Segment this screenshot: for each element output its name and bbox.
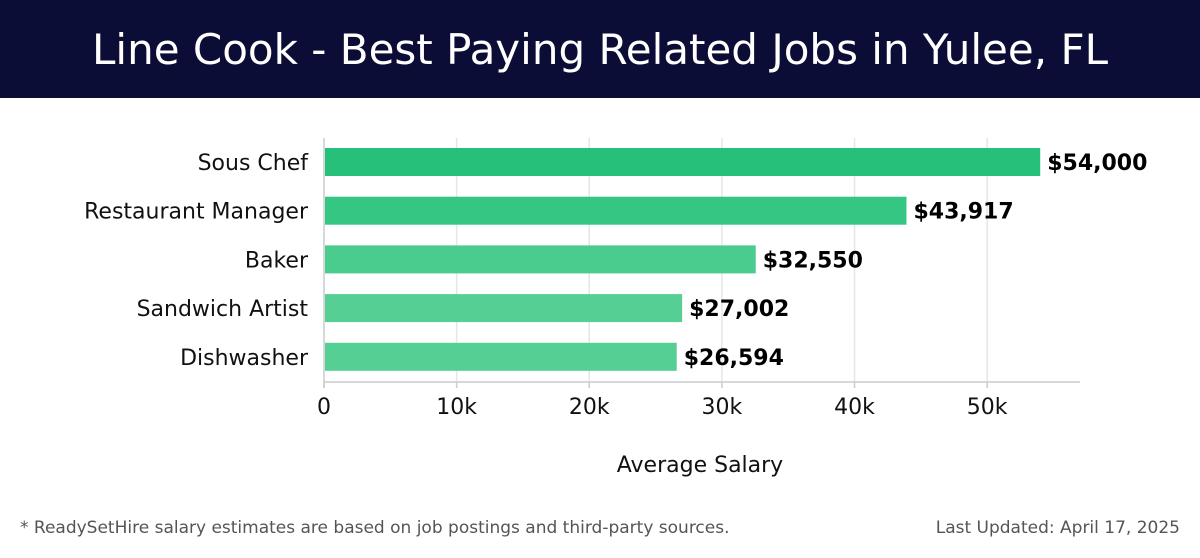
bar	[325, 245, 756, 274]
category-label: Dishwasher	[180, 346, 309, 371]
value-label: $54,000	[1047, 151, 1147, 176]
category-label: Restaurant Manager	[84, 200, 309, 225]
bar	[325, 196, 907, 225]
value-label: $27,002	[689, 297, 789, 322]
category-label: Sandwich Artist	[137, 297, 309, 322]
x-axis-title: Average Salary	[617, 453, 783, 478]
bar	[325, 294, 683, 323]
category-label: Sous Chef	[198, 151, 310, 176]
bar	[325, 342, 677, 371]
x-tick-label: 30k	[702, 395, 743, 420]
value-label: $32,550	[763, 248, 863, 273]
salary-bar-chart: 0 10k 20k 30k 40k 50k Sous Chef $54,000 Restaura…	[84, 138, 1147, 478]
page-title: Line Cook - Best Paying Related Jobs in …	[92, 24, 1108, 74]
x-tick-label: 20k	[569, 395, 610, 420]
footnote: * ReadySetHire salary estimates are base…	[20, 518, 730, 538]
x-tick-label: 50k	[967, 395, 1008, 420]
last-updated: Last Updated: April 17, 2025	[935, 518, 1180, 538]
x-tick-label: 40k	[834, 395, 875, 420]
title-banner: Line Cook - Best Paying Related Jobs in …	[0, 0, 1200, 98]
x-tick-label: 0	[317, 395, 331, 420]
bar	[325, 148, 1041, 176]
x-tick-label: 10k	[436, 395, 477, 420]
category-label: Baker	[245, 248, 309, 273]
value-label: $26,594	[684, 346, 784, 371]
value-label: $43,917	[913, 200, 1013, 225]
